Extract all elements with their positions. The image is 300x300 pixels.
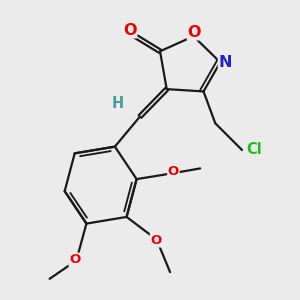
Text: O: O bbox=[123, 23, 137, 38]
Text: N: N bbox=[218, 55, 232, 70]
Text: O: O bbox=[168, 165, 179, 178]
Text: O: O bbox=[188, 25, 201, 40]
Text: O: O bbox=[150, 234, 162, 247]
Text: H: H bbox=[112, 96, 124, 111]
Text: O: O bbox=[69, 253, 80, 266]
Text: Cl: Cl bbox=[246, 142, 262, 158]
